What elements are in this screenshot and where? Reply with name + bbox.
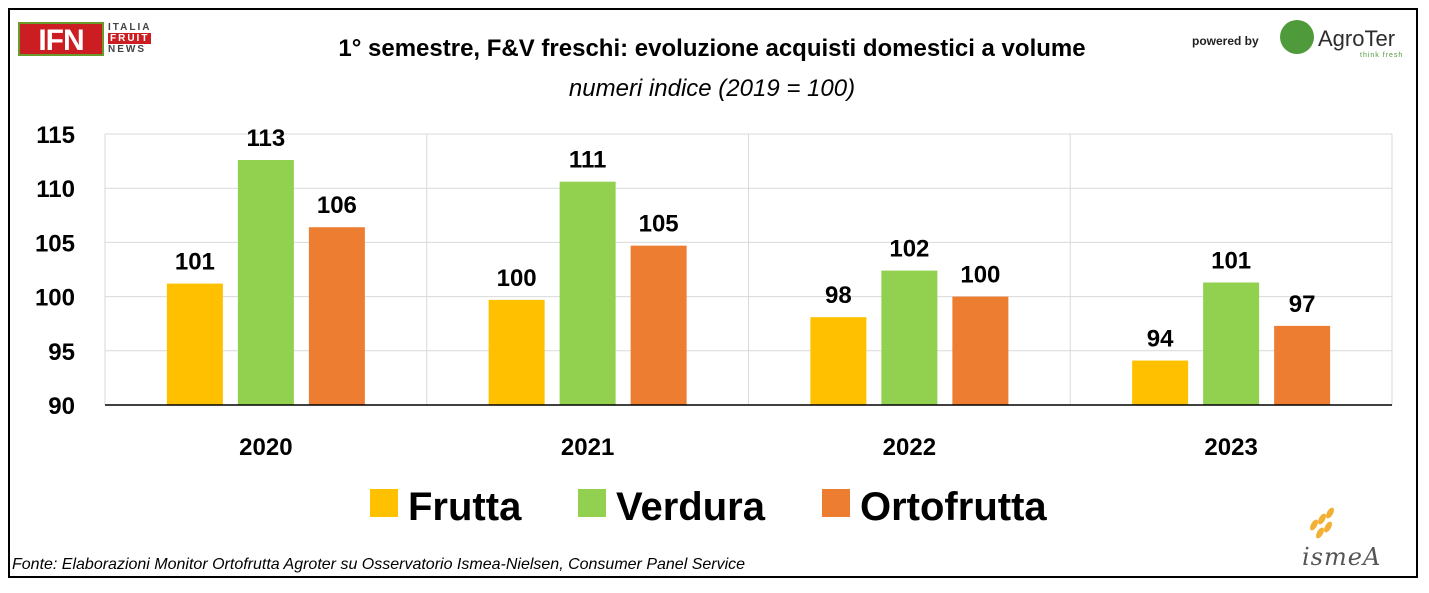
data-label: 100 xyxy=(960,262,1000,289)
ifn-line2: FRUIT xyxy=(108,33,152,44)
data-label: 106 xyxy=(317,192,357,219)
x-tick-label: 2021 xyxy=(561,434,614,461)
bars: 101 113 106 100 111 105 98 102 100 94 101 97 xyxy=(166,125,1331,405)
legend-label-frutta: Frutta xyxy=(408,485,522,529)
ismea-logo: ismeA xyxy=(1298,505,1408,571)
data-label: 97 xyxy=(1289,291,1316,318)
data-label: 113 xyxy=(247,125,286,152)
y-tick-label: 105 xyxy=(35,230,75,257)
data-label: 111 xyxy=(569,147,606,174)
x-tick-label: 2023 xyxy=(1204,434,1257,461)
x-tick-label: 2022 xyxy=(883,434,936,461)
bar-verdura xyxy=(237,160,294,405)
bar-frutta xyxy=(488,299,545,405)
y-tick-label: 90 xyxy=(48,393,75,420)
bar-frutta xyxy=(1132,360,1189,405)
agroter-tagline: think fresh xyxy=(1360,52,1404,59)
data-label: 105 xyxy=(639,211,679,238)
ifn-logo-box: IFN xyxy=(18,22,104,57)
grid xyxy=(104,133,1393,405)
data-label: 94 xyxy=(1147,326,1174,353)
tree-icon xyxy=(1280,20,1314,54)
data-label: 101 xyxy=(175,249,215,276)
ismea-name: ismeA xyxy=(1302,543,1382,571)
powered-by-label: powered by xyxy=(1192,34,1259,48)
data-label: 102 xyxy=(889,236,929,263)
data-label: 101 xyxy=(1211,248,1251,275)
x-axis: 2020 2021 2022 2023 xyxy=(105,404,1392,461)
bar-verdura xyxy=(881,270,938,405)
legend-label-verdura: Verdura xyxy=(616,485,766,529)
y-tick-label: 95 xyxy=(48,339,75,366)
bar-ortofrutta xyxy=(308,227,365,405)
y-tick-label: 100 xyxy=(35,285,75,312)
legend: Frutta Verdura Ortofrutta xyxy=(370,485,1047,529)
agroter-name: AgroTer xyxy=(1318,26,1396,51)
y-tick-label: 115 xyxy=(36,122,75,149)
data-label: 98 xyxy=(825,282,852,309)
wheat-icon xyxy=(1310,507,1334,539)
bar-verdura xyxy=(559,181,616,405)
ifn-logo-text: ITALIA FRUIT NEWS xyxy=(108,22,152,55)
chart-title: 1° semestre, F&V freschi: evoluzione acq… xyxy=(338,35,1085,62)
bar-verdura xyxy=(1203,282,1260,405)
bar-frutta xyxy=(810,317,867,405)
bar-ortofrutta xyxy=(630,245,687,405)
legend-swatch-verdura xyxy=(578,489,606,517)
ifn-line1: ITALIA xyxy=(108,22,152,33)
bar-ortofrutta xyxy=(952,296,1009,405)
y-tick-label: 110 xyxy=(36,176,75,203)
legend-swatch-ortofrutta xyxy=(822,489,850,517)
legend-label-ortofrutta: Ortofrutta xyxy=(860,485,1047,529)
bar-ortofrutta xyxy=(1274,325,1331,405)
chart-subtitle: numeri indice (2019 = 100) xyxy=(569,75,855,102)
ifn-logo: IFN ITALIA FRUIT NEWS xyxy=(18,22,168,62)
data-label: 100 xyxy=(497,265,537,292)
ifn-line3: NEWS xyxy=(108,44,146,55)
legend-swatch-frutta xyxy=(370,489,398,517)
x-tick-label: 2020 xyxy=(239,434,292,461)
source-note: Fonte: Elaborazioni Monitor Ortofrutta A… xyxy=(12,556,746,573)
bar-frutta xyxy=(166,283,223,405)
agroter-logo: AgroTer think fresh xyxy=(1280,20,1410,60)
y-axis: 90 95 100 105 110 115 xyxy=(35,122,75,420)
